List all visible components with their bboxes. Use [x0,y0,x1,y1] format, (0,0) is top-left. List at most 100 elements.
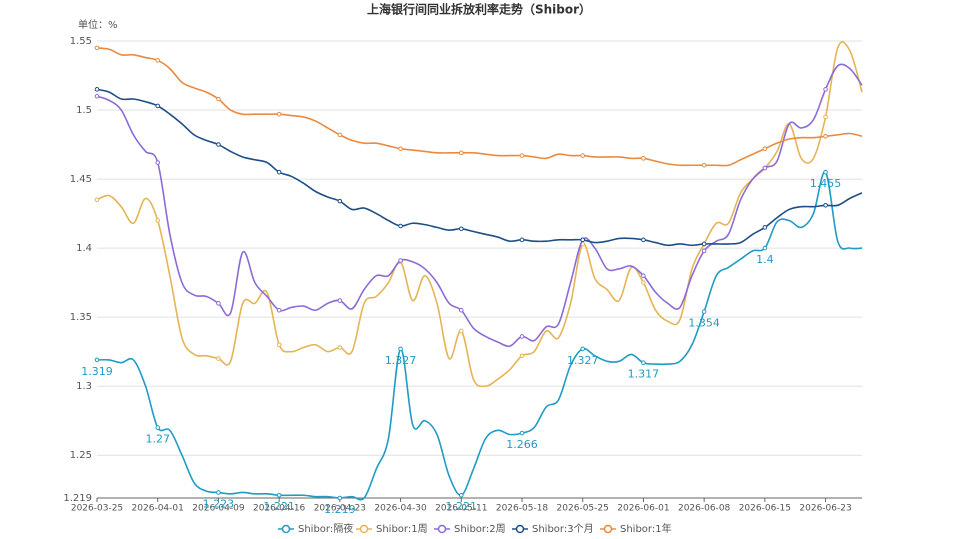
x-tick-label: 2026-06-23 [799,504,851,514]
series-line [96,63,863,348]
x-tick-label: 2026-05-25 [557,504,609,514]
point [276,492,282,498]
point [762,225,768,230]
point [458,307,464,313]
point [641,237,646,243]
point [580,346,586,352]
chart-title: 上海银行间同业拆放利率走势（Shibor） [367,2,591,17]
x-tick-label: 2026-04-01 [132,504,184,514]
y-tick-label: 1.55 [70,36,92,47]
point [580,237,586,243]
data-label: 1.219 [324,503,356,516]
data-label: 1.266 [506,438,538,451]
data-label: 1.223 [203,497,235,510]
point [701,162,707,168]
data-label: 1.327 [385,354,417,367]
y-tick-label: 1.25 [70,450,92,461]
y-tick-label: 1.219 [63,493,92,504]
legend-marker [359,524,369,534]
point [94,87,100,92]
point [337,345,343,350]
legend-label: Shibor:1年 [620,522,672,535]
point [519,430,525,436]
legend-label: Shibor:3个月 [532,523,594,535]
legend-label: Shibor:1周 [376,523,428,535]
point [762,146,768,151]
point [276,111,282,117]
x-tick-label: 2026-05-18 [496,504,549,514]
x-tick-label: 2026-06-01 [617,504,669,514]
point [519,153,525,158]
point [155,425,161,430]
point [155,218,161,223]
point [276,169,282,175]
point [823,87,828,92]
legend-item: Shibor:2周 [434,523,506,535]
point [276,342,282,348]
legend-marker [281,524,291,534]
point [94,45,100,51]
data-label: 1.221 [446,500,478,513]
point [216,142,221,147]
point [701,309,707,314]
legend-item: Shibor:1年 [600,522,672,535]
point [216,490,221,495]
legend-marker [437,524,447,534]
point [701,248,707,254]
series-line [96,47,863,167]
y-tick-label: 1.35 [70,312,92,323]
point [155,103,161,109]
series-line [96,41,863,388]
legend-item: Shibor:3个月 [512,523,594,535]
point [337,298,343,303]
legend-item: Shibor:隔夜 [278,522,353,535]
point [398,223,403,229]
data-label: 1.317 [628,368,660,381]
point [216,96,221,102]
point [823,169,828,175]
point [458,492,464,498]
point [641,273,646,279]
x-tick-label: 2026-04-30 [374,504,427,514]
legend-item: Shibor:1周 [356,523,428,535]
point [276,307,282,313]
x-tick-label: 2026-06-15 [739,504,791,514]
point [94,93,100,99]
point [641,280,646,285]
legend-marker [603,524,613,534]
point [641,360,646,365]
point [641,156,646,161]
legend-marker [515,524,525,534]
point [458,226,464,232]
x-tick-label: 2026-04-23 [314,504,366,514]
point [398,258,403,263]
point [762,245,768,251]
data-label: 1.319 [81,365,113,378]
point [94,357,100,363]
point [519,237,525,243]
point [458,150,464,156]
point [458,328,464,334]
x-tick-label: 2026-06-08 [678,504,731,514]
point [762,165,768,171]
point [519,334,525,339]
legend-label: Shibor:2周 [454,523,506,535]
data-label: 1.354 [688,317,720,330]
y-tick-label: 1.3 [76,381,92,392]
point [337,132,343,138]
y-tick-label: 1.5 [76,105,92,116]
data-label: 1.327 [567,354,599,367]
x-tick-label: 2026-05-11 [435,504,487,514]
point [580,153,586,158]
x-tick-label: 2026-03-25 [71,504,123,514]
point [823,133,828,139]
point [216,301,221,306]
point [519,353,525,359]
y-tick-label: 1.45 [70,174,92,185]
point [398,146,403,151]
data-label: 1.4 [756,253,774,266]
series-line [96,171,863,501]
point [398,346,403,352]
point [216,356,221,361]
